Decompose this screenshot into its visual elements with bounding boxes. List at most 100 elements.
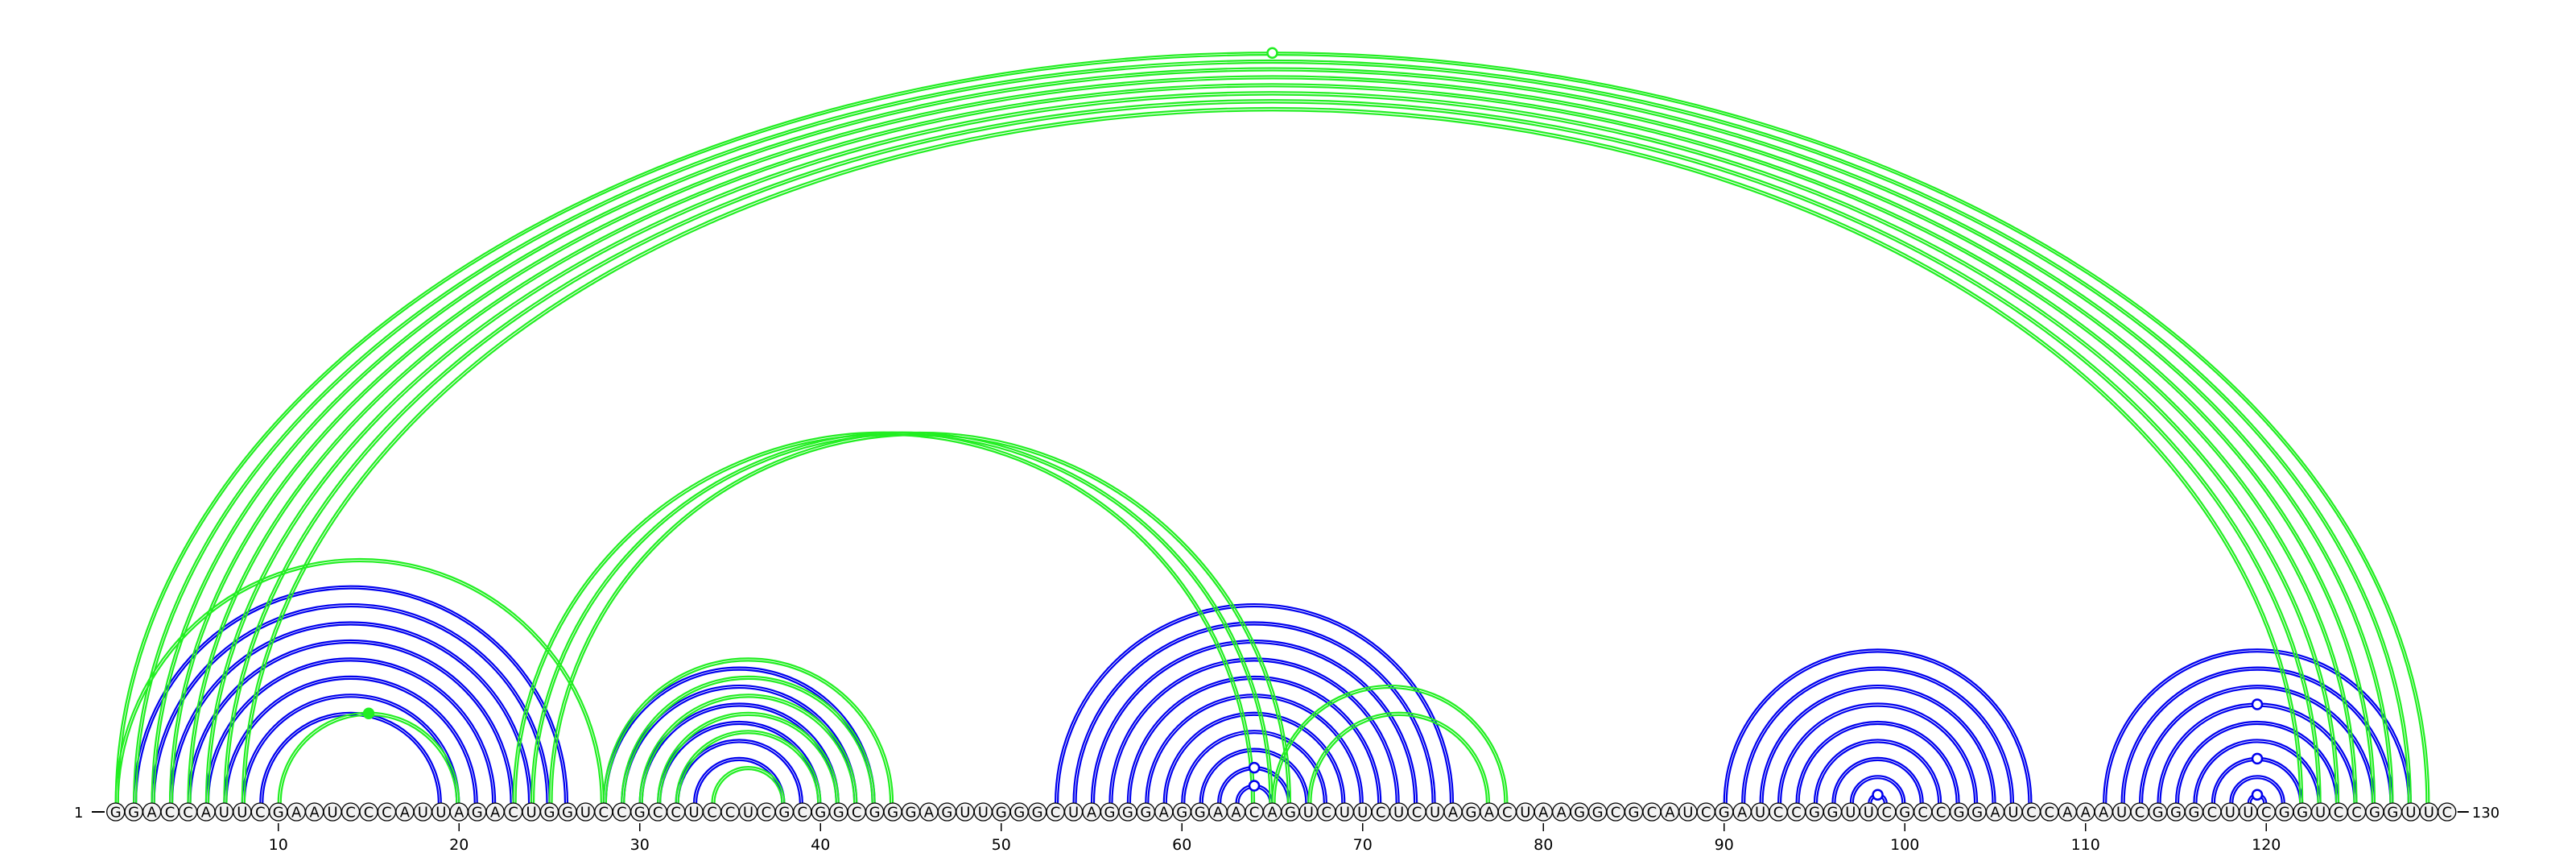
nucleotide-letter: C (1936, 805, 1946, 822)
base-pair-arc-inner (641, 705, 837, 804)
nucleotide-letter: A (1231, 805, 1241, 822)
base-pair-arc-inner (153, 69, 2392, 804)
base-pair-arc-inner (1834, 759, 1922, 804)
base-pair-arc-inner (1780, 705, 1976, 804)
base-pair-arc-inner (2195, 741, 2319, 804)
nucleotide-letter: C (2351, 805, 2362, 822)
nucleotide-letter: C (364, 805, 374, 822)
sequence-end-label: 130 (2472, 805, 2500, 822)
base-pair-arc-inner (1744, 669, 2013, 804)
nucleotide-letter: A (1538, 805, 1549, 822)
nucleotide-letter: A (1737, 805, 1748, 822)
nucleotide-letter: C (1502, 805, 1513, 822)
base-pair-arc (1813, 739, 1942, 804)
base-pair-arc-inner (659, 722, 819, 804)
nucleotide-letter: G (128, 805, 139, 822)
nucleotide-letter: G (1629, 805, 1640, 822)
base-pair-arc-inner (1057, 606, 1452, 804)
nucleotide-letter: C (725, 805, 736, 822)
base-pair-arc-inner (117, 560, 602, 804)
nucleotide-letter: G (2387, 805, 2398, 822)
base-pair-arc (602, 666, 876, 804)
nucleotide-letter: U (1068, 805, 1079, 822)
nucleotide-letter: G (1032, 805, 1043, 822)
green-arc-layer (114, 51, 2430, 804)
nucleotide-letter: C (165, 805, 175, 822)
nucleotide-letter: C (798, 805, 808, 822)
base-pair-arc (1795, 720, 1960, 804)
base-pair-arc-inner (2105, 651, 2409, 804)
base-pair-arc (1162, 711, 1346, 804)
base-pair-arc (2229, 775, 2285, 804)
nucleotide-letter: C (762, 805, 772, 822)
base-pair-arc-inner (1798, 722, 1958, 804)
base-pair-arc-inner (1761, 686, 1994, 804)
nucleotide-letter: U (580, 805, 591, 822)
position-tick-label: 120 (2252, 836, 2281, 854)
arc-marker (2251, 789, 2264, 801)
base-pair-arc-inner (1129, 677, 1380, 804)
nucleotide-letter: C (2207, 805, 2218, 822)
nucleotide-letter: U (2008, 805, 2018, 822)
base-pair-arc (1126, 675, 1382, 804)
base-pair-arc (1741, 666, 2015, 804)
arc-marker (362, 707, 375, 719)
nucleotide-letter: G (1285, 805, 1296, 822)
nucleotide-letter: U (526, 805, 536, 822)
arc-marker (1248, 780, 1261, 792)
base-pair-arc (241, 106, 2304, 804)
position-tick-label: 10 (269, 836, 288, 854)
base-pair-arc (1072, 621, 1436, 804)
base-pair-arc (621, 684, 858, 804)
nucleotide-letter: G (2153, 805, 2164, 822)
base-pair-arc (657, 720, 822, 804)
base-pair-arc-inner (2231, 777, 2283, 804)
nucleotide-letter: C (1322, 805, 1332, 822)
nucleotide-letter: C (653, 805, 663, 822)
nucleotide-letter: G (2170, 805, 2182, 822)
base-pair-arc (151, 602, 551, 804)
base-pair-arc (133, 585, 569, 804)
nucleotide-letter: G (1899, 805, 1910, 822)
base-pair-arc (675, 730, 822, 804)
base-pair-arc (168, 75, 2376, 804)
nucleotide-letter: G (1719, 805, 1730, 822)
base-pair-arc-inner (641, 696, 856, 804)
base-pair-arc (223, 675, 478, 804)
nucleotide-letter: A (400, 805, 411, 822)
position-tick-label: 100 (1890, 836, 1919, 854)
base-pair-arc-inner (677, 732, 819, 804)
base-pair-arc (548, 431, 1292, 804)
base-pair-arc-inner (551, 433, 1290, 804)
base-pair-arc-inner (243, 109, 2301, 804)
nucleotide-letter: G (1574, 805, 1585, 822)
base-pair-arc (638, 702, 840, 804)
nucleotide-letter: A (291, 805, 302, 822)
nucleotide-letter: U (2225, 805, 2235, 822)
base-pair-arc (241, 693, 460, 804)
nucleotide-letter: C (599, 805, 609, 822)
nucleotide-letter: G (1195, 805, 1206, 822)
base-pair-arc-inner (2177, 722, 2338, 804)
nucleotide-letter: U (1520, 805, 1530, 822)
position-tick-label: 60 (1172, 836, 1191, 854)
nucleotide-letter: C (1051, 805, 1061, 822)
nucleotide-letter: G (2369, 805, 2380, 822)
nucleotide-letter: G (2297, 805, 2308, 822)
base-pair-arc-inner (605, 660, 892, 804)
nucleotide-letter: U (978, 805, 989, 822)
nucleotide-letter: G (1809, 805, 1820, 822)
base-pair-arc (2120, 666, 2394, 804)
arc-marker (2251, 698, 2264, 710)
base-pair-arc (602, 657, 894, 804)
nucleotide-letter: A (1665, 805, 1675, 822)
base-pair-arc (2193, 739, 2322, 804)
base-pair-arc (693, 756, 786, 804)
nucleotide-letter: G (941, 805, 952, 822)
base-pair-arc-inner (225, 677, 476, 804)
base-pair-arc-inner (207, 93, 2338, 804)
nucleotide-letter: C (382, 805, 392, 822)
base-pair-arc-inner (605, 669, 873, 804)
base-pair-arc (1181, 730, 1327, 804)
